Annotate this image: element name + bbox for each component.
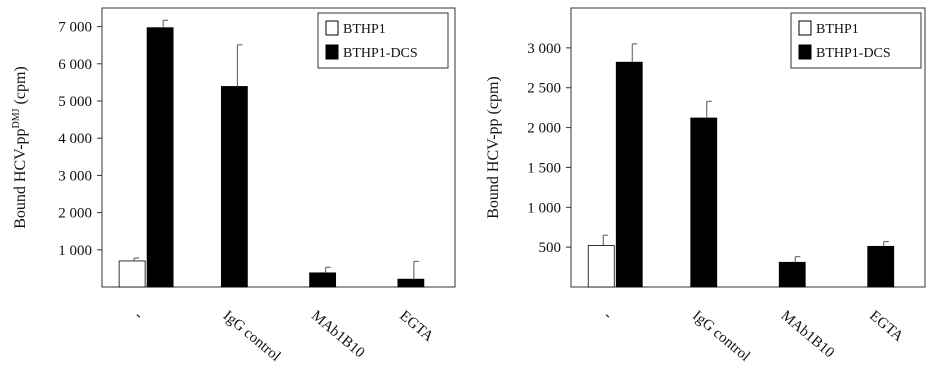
bar-bthp1-dcs bbox=[867, 245, 895, 288]
category-label: IgG control bbox=[689, 308, 753, 365]
y-tick-label: 5 000 bbox=[58, 94, 92, 110]
y-tick-label: 1 000 bbox=[58, 243, 92, 259]
bar-bthp1 bbox=[118, 260, 146, 288]
category-label: MAb1B10 bbox=[308, 308, 367, 362]
y-tick-label: 7 000 bbox=[58, 20, 92, 36]
category-label: EGTA bbox=[396, 308, 436, 345]
chart-2: 500 1 000 1 500 2 000 2 500 3 000 Bound HCV-pp… bbox=[485, 7, 926, 365]
plot-frame bbox=[570, 7, 926, 288]
y-tick-label: 2 500 bbox=[527, 81, 561, 97]
legend-swatch bbox=[325, 44, 339, 60]
category-label: - bbox=[601, 308, 615, 323]
y-tick-label: 1 000 bbox=[527, 200, 561, 216]
y-tick-label: 3 000 bbox=[58, 168, 92, 184]
bar-bthp1-dcs bbox=[309, 272, 337, 288]
legend-swatch bbox=[325, 20, 339, 36]
y-tick-label: 6 000 bbox=[58, 57, 92, 73]
y-tick-label: 4 000 bbox=[58, 131, 92, 147]
category-label: IgG control bbox=[220, 308, 284, 365]
legend-entry: BTHP1-DCS bbox=[816, 46, 891, 61]
category-label: MAb1B10 bbox=[778, 308, 837, 362]
category-label: EGTA bbox=[866, 308, 906, 345]
bar-bthp1-dcs bbox=[397, 278, 425, 288]
bar-bthp1 bbox=[587, 245, 615, 288]
category-label: - bbox=[132, 308, 146, 323]
legend-box bbox=[790, 12, 922, 69]
bar-bthp1-dcs bbox=[146, 27, 174, 288]
chart-1: 1 000 2 000 3 000 4 000 5 000 6 000 7 000 Bound… bbox=[11, 7, 456, 365]
legend-entry: BTHP1-DCS bbox=[343, 46, 418, 61]
legend-swatch bbox=[798, 20, 812, 36]
bar-bthp1-dcs bbox=[220, 86, 248, 288]
y-tick-label: 1 500 bbox=[527, 160, 561, 176]
y-tick-label: 500 bbox=[539, 240, 562, 256]
legend-entry: BTHP1 bbox=[343, 22, 386, 37]
y-axis-title: Bound HCV-pp (cpm) bbox=[485, 76, 502, 219]
plot-frame bbox=[101, 7, 456, 288]
y-axis-title: Bound HCV-ppDMJ (cpm) bbox=[11, 66, 29, 229]
legend-entry: BTHP1 bbox=[816, 22, 859, 37]
bar-bthp1-dcs bbox=[615, 61, 643, 288]
y-tick-label: 3 000 bbox=[527, 41, 561, 57]
legend: BTHP1 BTHP1-DCS bbox=[317, 12, 449, 69]
legend-swatch bbox=[798, 44, 812, 60]
legend: BTHP1 BTHP1-DCS bbox=[790, 12, 922, 69]
bar-bthp1-dcs bbox=[778, 261, 806, 288]
y-tick-label: 2 000 bbox=[527, 121, 561, 137]
bar-bthp1-dcs bbox=[690, 117, 718, 288]
y-tick-label: 2 000 bbox=[58, 206, 92, 222]
legend-box bbox=[317, 12, 449, 69]
